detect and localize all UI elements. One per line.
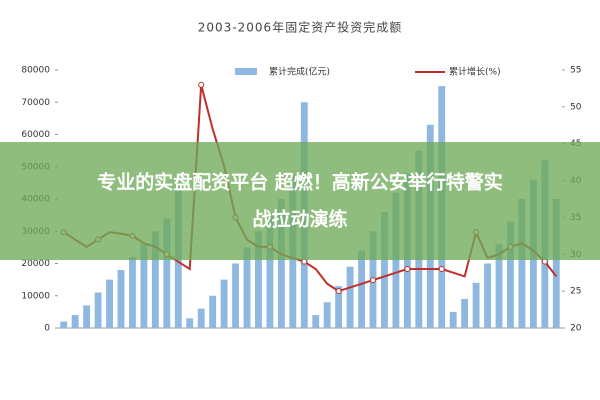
- y-tick-label: 10000: [21, 291, 50, 301]
- y-tick-label: 0: [44, 324, 50, 334]
- bar: [472, 282, 480, 328]
- bar: [358, 250, 365, 328]
- legend-swatch: [235, 68, 257, 75]
- line-marker: [335, 288, 342, 295]
- bar: [197, 308, 205, 328]
- bar: [94, 292, 102, 328]
- bar: [381, 211, 388, 328]
- line-marker: [438, 266, 445, 273]
- bar: [346, 266, 354, 328]
- bar: [220, 279, 228, 328]
- y2-tick-label: 25: [570, 287, 581, 297]
- banner-text: 战拉动演练: [252, 208, 347, 231]
- y-tick-label: 70000: [21, 98, 50, 108]
- bar: [151, 231, 159, 328]
- bar: [277, 199, 285, 328]
- bar: [323, 302, 331, 328]
- bar: [449, 311, 457, 328]
- bar: [552, 199, 560, 328]
- y2-tick-label: 20: [570, 324, 582, 334]
- bar: [71, 315, 79, 328]
- y-tick-label: 80000: [21, 66, 50, 76]
- line-marker: [370, 277, 376, 284]
- bar: [484, 263, 491, 328]
- banner-background: [0, 142, 600, 260]
- bar: [392, 192, 400, 328]
- line-marker: [404, 266, 411, 273]
- bar: [163, 218, 171, 328]
- y2-tick-label: 55: [570, 66, 581, 76]
- bar: [117, 269, 125, 328]
- legend-label: 累计增长(%): [449, 66, 501, 78]
- legend-label: 累计完成(亿元): [269, 66, 330, 78]
- bar: [507, 221, 514, 328]
- bar: [243, 247, 251, 328]
- y-tick-label: 20000: [21, 259, 50, 269]
- y-tick-label: 60000: [21, 130, 50, 140]
- bar: [60, 321, 68, 328]
- bar: [209, 295, 217, 328]
- y2-tick-label: 50: [570, 102, 582, 112]
- bar: [312, 315, 320, 328]
- bar: [232, 263, 239, 328]
- bar: [495, 244, 503, 328]
- bar: [461, 298, 469, 328]
- bar: [140, 244, 148, 328]
- bar: [255, 231, 262, 328]
- bar: [186, 318, 194, 328]
- bar: [129, 257, 136, 328]
- bar: [266, 215, 274, 328]
- chart-title: 2003-2006年固定资产投资完成额: [198, 20, 402, 35]
- bar: [335, 286, 343, 328]
- banner-text: 专业的实盘配资平台 超燃！高新公安举行特警实: [97, 171, 503, 194]
- bar: [83, 305, 91, 328]
- line-marker: [198, 81, 205, 88]
- bar: [106, 279, 113, 328]
- bar: [518, 199, 526, 328]
